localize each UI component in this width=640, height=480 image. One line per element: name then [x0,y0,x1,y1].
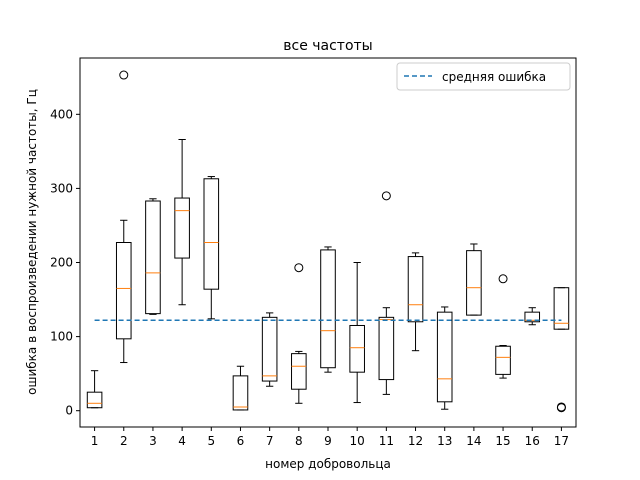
x-tick-label: 10 [350,434,365,448]
x-tick-label: 17 [554,434,569,448]
outlier-point [381,191,391,201]
box [349,324,365,373]
box [174,197,190,259]
x-tick-label: 11 [379,434,394,448]
x-tick-label: 12 [408,434,423,448]
x-tick-label: 8 [295,434,303,448]
box [495,345,511,375]
box [407,256,424,323]
box [291,353,307,390]
x-tick-label: 5 [207,434,215,448]
y-tick-label: 200 [50,256,73,270]
box [261,316,278,382]
legend-label: средняя ошибка [442,70,546,84]
x-tick-label: 3 [149,434,157,448]
x-axis-label: номер добровольца [265,457,391,471]
outlier-point [556,402,566,412]
y-tick-label: 100 [50,330,73,344]
box [86,391,103,409]
legend-frame [396,62,571,91]
x-tick-label: 9 [324,434,332,448]
box [466,250,482,316]
x-tick-label: 15 [495,434,510,448]
box [203,178,220,290]
box [145,200,161,315]
x-tick-label: 2 [120,434,128,448]
box [115,242,132,340]
x-tick-label: 6 [237,434,245,448]
outlier-point [119,70,129,80]
x-tick-label: 14 [466,434,481,448]
y-tick-label: 400 [50,107,73,121]
outlier-point [294,263,304,273]
box [378,316,395,381]
box [524,311,541,323]
y-axis-label: ошибка в воспроизведении нужной частоты,… [25,89,39,395]
x-tick-label: 16 [525,434,540,448]
box [320,249,336,369]
x-tick-label: 13 [437,434,452,448]
x-tick-label: 4 [178,434,186,448]
outlier-point [498,274,508,284]
chart-title: все частоты [283,38,373,54]
x-tick-label: 1 [91,434,99,448]
box [232,375,249,411]
box [436,311,453,403]
x-tick-label: 7 [266,434,274,448]
legend: средняя ошибка [396,62,571,91]
box [553,287,570,330]
y-tick-label: 300 [50,181,73,195]
y-tick-label: 0 [65,404,73,418]
